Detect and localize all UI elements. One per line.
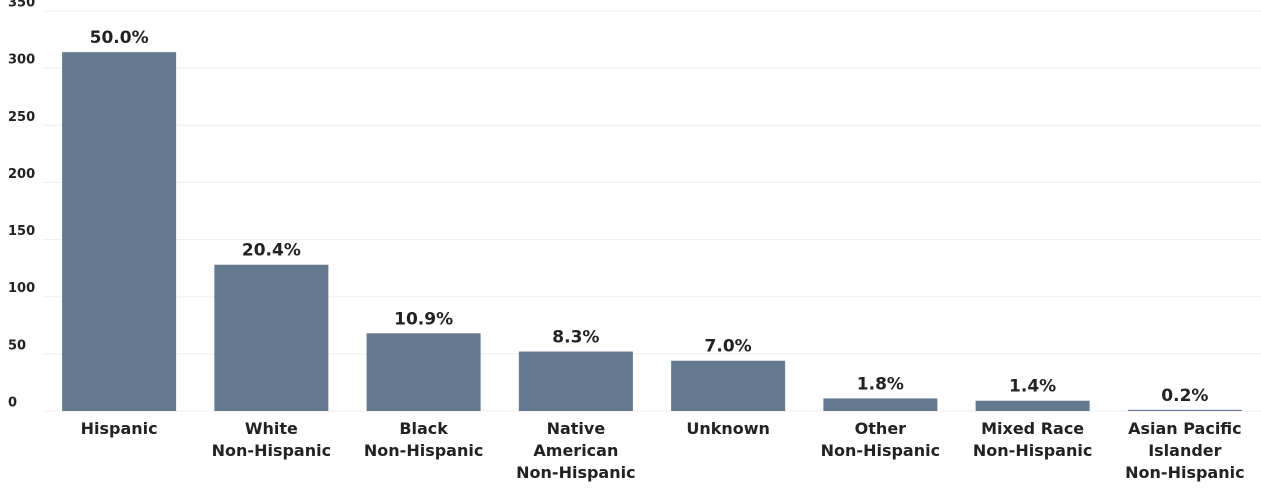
value-label: 7.0%: [705, 337, 752, 357]
value-label: 1.4%: [1009, 377, 1056, 397]
y-tick-label: 200: [8, 167, 35, 182]
y-tick-label: 250: [8, 110, 35, 125]
bar: [518, 351, 633, 411]
y-tick-label: 0: [8, 396, 17, 411]
value-label: 10.9%: [394, 309, 453, 329]
value-label: 0.2%: [1161, 386, 1208, 406]
x-tick-label: Unknown: [686, 419, 770, 438]
x-tick-label: Asian Pacific Islander Non-Hispanic: [1125, 419, 1245, 482]
value-label: 20.4%: [242, 241, 301, 261]
x-tick-label: Hispanic: [80, 419, 158, 438]
value-label: 8.3%: [552, 328, 599, 348]
x-tick-label: Native American Non-Hispanic: [516, 419, 636, 482]
bar: [366, 333, 481, 411]
bar: [1127, 409, 1242, 411]
y-tick-label: 100: [8, 281, 35, 296]
value-label: 1.8%: [857, 374, 904, 394]
x-tick-label: Black Non-Hispanic: [363, 419, 484, 460]
y-tick-label: 350: [8, 0, 35, 11]
bar: [975, 400, 1090, 411]
y-tick-label: 150: [8, 224, 35, 239]
y-tick-label: 300: [8, 53, 35, 68]
x-tick-label: Other Non-Hispanic: [820, 419, 941, 460]
x-tick-label: Mixed Race Non-Hispanic: [972, 419, 1093, 460]
y-tick-label: 50: [8, 338, 26, 353]
bar: [823, 398, 938, 411]
bar: [214, 264, 329, 411]
value-label: 50.0%: [90, 28, 149, 48]
x-tick-label: White Non-Hispanic: [211, 419, 332, 460]
bar: [671, 360, 786, 411]
bar: [62, 52, 177, 412]
